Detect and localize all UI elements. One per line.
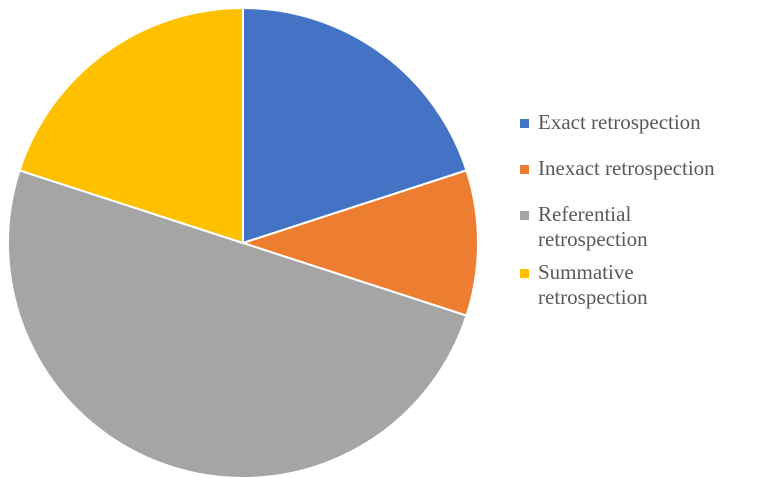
legend-label-summative: Summative retrospection: [538, 260, 648, 310]
legend-swatch-inexact: [520, 165, 529, 174]
slice-exact: [242, 7, 468, 244]
slice-summative: [18, 7, 244, 244]
legend-item-inexact: Inexact retrospection: [520, 156, 765, 181]
legend-text-summative-line2: retrospection: [538, 285, 648, 309]
legend-label-exact: Exact retrospection: [538, 110, 701, 135]
legend-swatch-referential: [520, 211, 529, 220]
legend-item-referential: Referential retrospection: [520, 202, 765, 252]
chart-legend: Exact retrospection Inexact retrospectio…: [520, 110, 765, 318]
legend-item-exact: Exact retrospection: [520, 110, 765, 135]
legend-text-referential-line1: Referential: [538, 202, 632, 226]
legend-text-summative-line1: Summative: [538, 260, 634, 284]
legend-text-referential-line2: retrospection: [538, 227, 648, 251]
legend-label-inexact: Inexact retrospection: [538, 156, 715, 181]
legend-swatch-summative: [520, 269, 529, 278]
legend-text-exact: Exact retrospection: [538, 110, 701, 134]
legend-text-inexact: Inexact retrospection: [538, 156, 715, 180]
legend-label-referential: Referential retrospection: [538, 202, 648, 252]
slice-referential: [7, 169, 468, 478]
legend-item-summative: Summative retrospection: [520, 260, 765, 310]
legend-swatch-exact: [520, 119, 529, 128]
slice-inexact: [242, 169, 480, 317]
